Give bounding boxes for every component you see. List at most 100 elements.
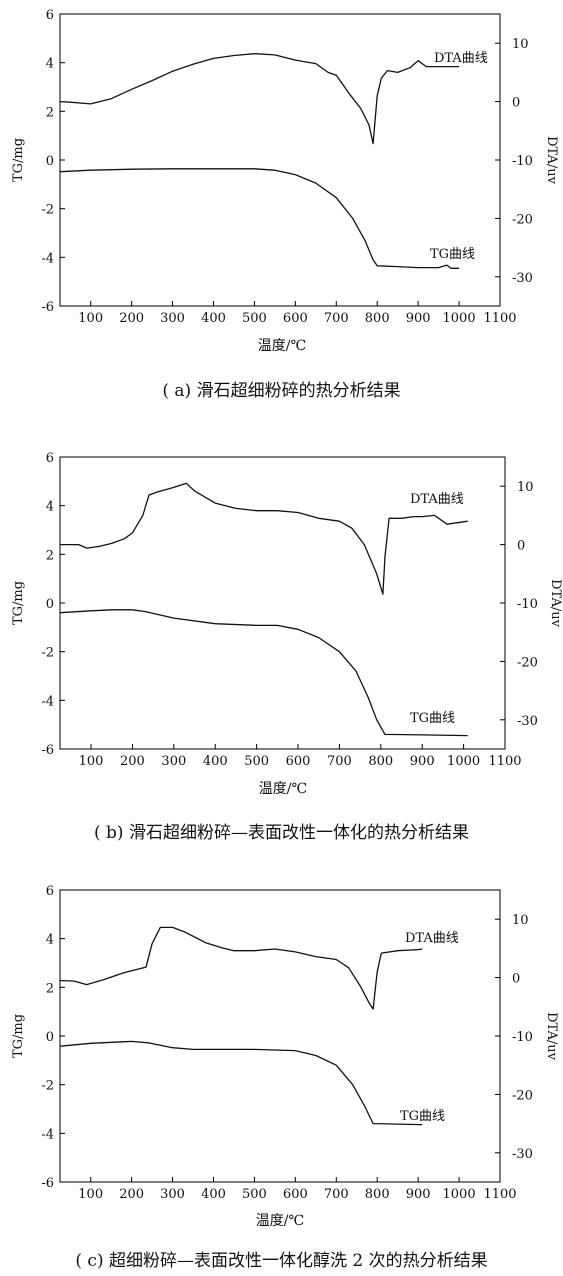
- y-axis-label-left: TG/mg: [11, 138, 26, 182]
- x-tick-label: 1000: [443, 1187, 476, 1202]
- y-tick-label-right: 0: [512, 972, 520, 987]
- x-tick-label: 700: [324, 1187, 349, 1202]
- dta-curve-label: DTA曲线: [434, 51, 488, 66]
- y-tick-label-left: 6: [46, 451, 54, 466]
- x-tick-label: 300: [161, 754, 186, 769]
- y-tick-label-left: 4: [46, 500, 54, 515]
- dta-curve-label: DTA曲线: [405, 931, 459, 946]
- x-axis-label: 温度/℃: [256, 1213, 304, 1229]
- y-tick-label-right: 0: [512, 96, 520, 111]
- y-tick-label-left: -4: [41, 251, 54, 266]
- axis-ticks: 100 200 300 4 0 0 500 600 700 800 900 1000 1100 -6 -4 -…: [41, 8, 533, 326]
- x-tick-label: 400: [201, 1187, 226, 1202]
- x-tick-label: 300: [160, 311, 185, 326]
- y-tick-label-right: -10: [512, 1030, 533, 1045]
- x-tick-label: 600: [283, 311, 308, 326]
- y-tick-label-left: 0: [46, 154, 54, 169]
- y-axis-label-left: TG/mg: [11, 1014, 26, 1058]
- caption-b: ( b) 滑石超细粉碎—表面改性一体化的热分析结果: [94, 823, 469, 843]
- y-tick-label-right: 10: [512, 37, 529, 52]
- tg-curve-line: [59, 609, 468, 737]
- y-tick-label-left: -2: [41, 646, 54, 661]
- y-tick-label-right: 10: [517, 480, 534, 495]
- x-tick-label: 500: [244, 754, 269, 769]
- y-tick-label-left: -4: [41, 694, 54, 709]
- tg-curve-label: TG曲线: [410, 711, 455, 726]
- x-tick-label: 600: [283, 1187, 308, 1202]
- tg-curve-label: TG曲线: [430, 247, 475, 262]
- series-lines: [59, 482, 468, 737]
- dta-curve-line: [59, 926, 423, 1010]
- x-tick-label: 100: [78, 311, 103, 326]
- caption-c: ( c) 超细粉碎—表面改性一体化醇洗 2 次的热分析结果: [75, 1251, 488, 1271]
- y-tick-label-left: 6: [46, 884, 54, 899]
- y-tick-label-left: 2: [46, 981, 54, 996]
- y-tick-label-left: -6: [41, 300, 54, 315]
- y-axis-label-right: DTA/uv: [548, 579, 563, 628]
- x-tick-label: 600: [286, 754, 311, 769]
- x-tick-label: 1100: [483, 1187, 516, 1202]
- x-tick-label: 500: [242, 311, 267, 326]
- y-tick-label-left: -4: [41, 1127, 54, 1142]
- x-tick-label: 500: [242, 1187, 267, 1202]
- x-tick-label: 300: [160, 1187, 185, 1202]
- x-tick-label: 900: [406, 311, 431, 326]
- y-axis-label-left: TG/mg: [11, 581, 26, 625]
- y-axis-label-right: DTA/uv: [544, 136, 559, 185]
- y-tick-label-left: 4: [46, 57, 54, 72]
- tg-curve-line: [59, 168, 460, 269]
- y-tick-label-right: -10: [512, 154, 533, 169]
- y-tick-label-right: -30: [517, 714, 538, 729]
- y-tick-label-left: 2: [46, 105, 54, 120]
- x-tick-label: 200: [120, 754, 145, 769]
- x-tick-label: 400: [203, 754, 228, 769]
- x-tick-label: 700: [327, 754, 352, 769]
- chart-b: 100 200 300 400 500 600 700 800 900 1000 1100-6-4-…: [11, 451, 563, 797]
- y-tick-label-right: -10: [517, 597, 538, 612]
- caption-a: ( a) 滑石超细粉碎的热分析结果: [162, 381, 401, 401]
- x-tick-label: 100: [79, 754, 104, 769]
- y-tick-label-left: 6: [46, 8, 54, 23]
- y-axis-label-right: DTA/uv: [544, 1012, 559, 1061]
- x-tick-label: 1100: [483, 311, 516, 326]
- series-lines: [59, 53, 460, 269]
- y-tick-label-left: -2: [41, 203, 54, 218]
- x-tick-label: 100: [78, 1187, 103, 1202]
- series-lines: [59, 926, 423, 1126]
- x-tick-label: 800: [365, 1187, 390, 1202]
- y-tick-label-left: 0: [46, 597, 54, 612]
- y-tick-label-right: -20: [517, 655, 538, 670]
- x-tick-label: 1100: [488, 754, 521, 769]
- y-tick-label-left: -6: [41, 1176, 54, 1191]
- x-axis-label: 温度/℃: [258, 338, 306, 354]
- x-tick-label: 900: [410, 754, 435, 769]
- x-tick-label: 900: [406, 1187, 431, 1202]
- y-tick-label-left: -2: [41, 1079, 54, 1094]
- y-tick-label-left: 2: [46, 548, 54, 563]
- dta-curve-line: [60, 482, 468, 595]
- chart-a: 100 200 300 4 0 0 500 600 700 800 900 1000 1100 -6 -4 -…: [11, 8, 559, 354]
- chart-c: 100 200 300 400 500 600 700 800 900 1000 1100-6-4-…: [11, 884, 559, 1229]
- y-tick-label-right: -20: [512, 212, 533, 227]
- axis-ticks: 100 200 300 400 500 600 700 800 900 1000 1100-6-4-…: [41, 451, 538, 769]
- y-tick-label-left: 0: [46, 1030, 54, 1045]
- x-tick-label: 700: [324, 311, 349, 326]
- y-tick-label-left: -6: [41, 743, 54, 758]
- y-tick-label-right: 0: [517, 539, 525, 554]
- y-tick-label-right: -30: [512, 1147, 533, 1162]
- dta-curve-label: DTA曲线: [410, 492, 464, 507]
- x-tick-label: 200: [119, 311, 144, 326]
- x-tick-label: 800: [365, 311, 390, 326]
- tg-curve-line: [59, 1040, 423, 1126]
- x-tick-label: 1000: [447, 754, 480, 769]
- x-tick-label: 800: [368, 754, 393, 769]
- x-tick-label: 200: [119, 1187, 144, 1202]
- x-tick-label: 1000: [443, 311, 476, 326]
- y-tick-label-right: -30: [512, 271, 533, 286]
- dta-curve-line: [59, 53, 460, 145]
- x-axis-label: 温度/℃: [259, 781, 307, 797]
- axis-ticks: 100 200 300 400 500 600 700 800 900 1000 1100-6-4-…: [41, 884, 533, 1202]
- y-tick-label-right: -20: [512, 1088, 533, 1103]
- tg-curve-label: TG曲线: [400, 1109, 445, 1124]
